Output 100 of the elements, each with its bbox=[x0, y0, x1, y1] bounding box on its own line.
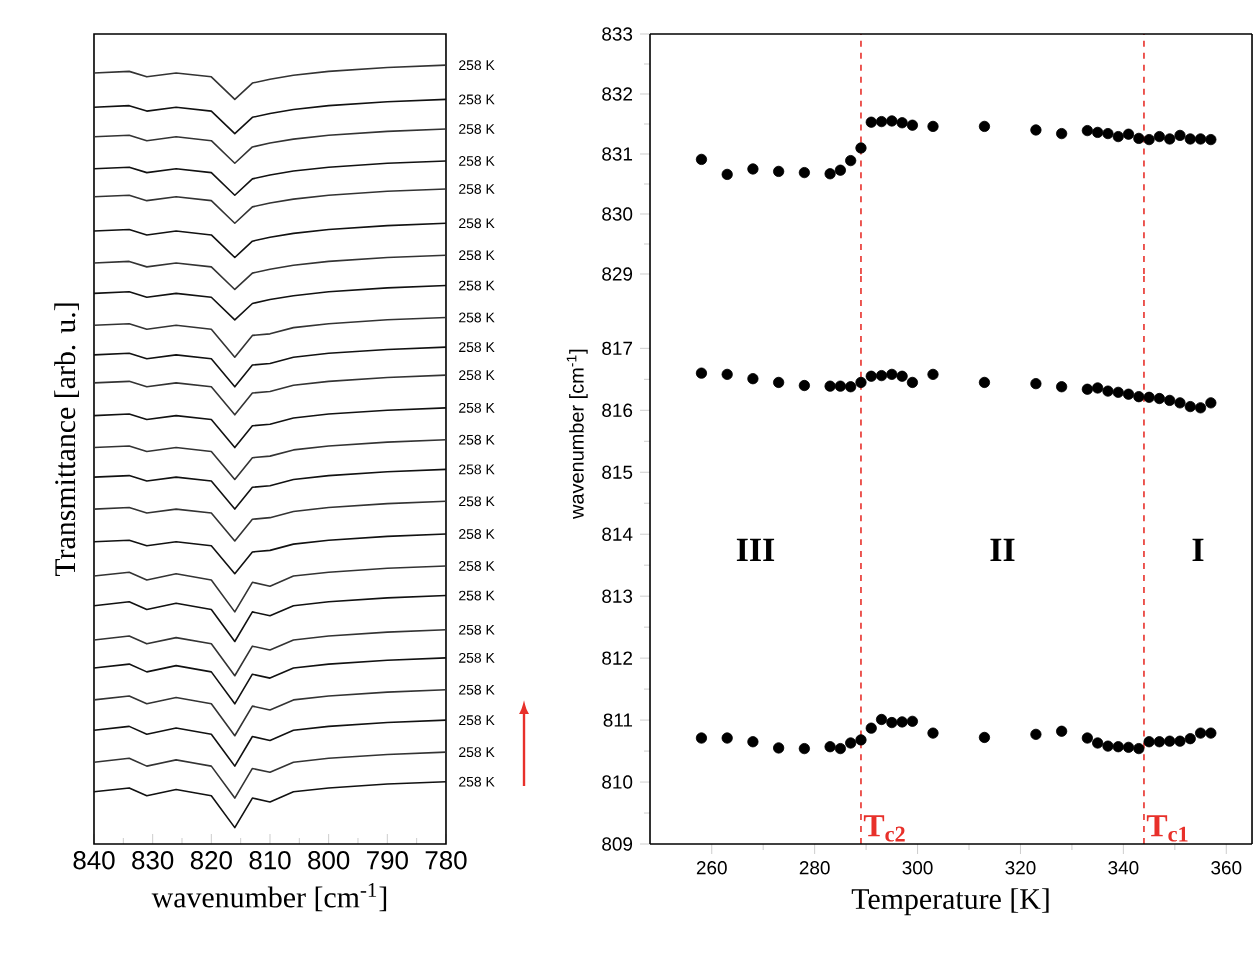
point bbox=[1092, 737, 1104, 749]
y-tick-label: 832 bbox=[602, 87, 633, 101]
point bbox=[1122, 388, 1135, 400]
x-tick-label: 830 bbox=[132, 851, 174, 870]
x-tick-label: 840 bbox=[73, 851, 115, 870]
point bbox=[896, 117, 908, 129]
point bbox=[875, 713, 888, 726]
point bbox=[1153, 130, 1165, 143]
point bbox=[1164, 394, 1176, 406]
point bbox=[773, 165, 785, 177]
point bbox=[1056, 381, 1068, 393]
point bbox=[1194, 402, 1207, 414]
y-axis-title: Transmittance [arb. u.] bbox=[54, 303, 79, 577]
point bbox=[906, 376, 919, 389]
point bbox=[747, 736, 759, 748]
point bbox=[927, 368, 939, 380]
point bbox=[1184, 133, 1196, 145]
annotation: III bbox=[736, 538, 775, 561]
y-tick-label: 816 bbox=[602, 403, 633, 418]
point bbox=[886, 115, 898, 127]
point bbox=[721, 168, 733, 180]
x-tick-label: 810 bbox=[249, 851, 291, 870]
point bbox=[1056, 127, 1068, 140]
point bbox=[1112, 741, 1124, 753]
point bbox=[927, 120, 939, 132]
point bbox=[906, 119, 919, 131]
point bbox=[1081, 383, 1093, 395]
point bbox=[1030, 124, 1042, 136]
point bbox=[1143, 736, 1155, 748]
y-tick-label: 812 bbox=[602, 651, 633, 665]
point bbox=[824, 741, 836, 753]
point bbox=[1122, 128, 1135, 140]
point bbox=[798, 742, 810, 755]
y-tick-label: 831 bbox=[602, 147, 633, 161]
point bbox=[1122, 741, 1135, 753]
point bbox=[865, 722, 877, 734]
y-tick-label: 830 bbox=[602, 207, 633, 221]
point bbox=[695, 367, 708, 379]
point bbox=[1153, 736, 1165, 748]
point bbox=[1174, 397, 1186, 409]
x-tick-label: 300 bbox=[902, 861, 933, 875]
point bbox=[1143, 391, 1155, 403]
point bbox=[747, 373, 759, 385]
point bbox=[798, 379, 810, 392]
annotation: II bbox=[990, 538, 1015, 561]
y-tick-label: 810 bbox=[602, 775, 633, 789]
point bbox=[855, 376, 867, 389]
point bbox=[798, 166, 810, 179]
point bbox=[1112, 130, 1124, 143]
point bbox=[886, 368, 898, 380]
ref-line-label: T$_{c1}$ bbox=[1146, 815, 1188, 842]
point bbox=[773, 376, 785, 389]
point bbox=[1102, 740, 1114, 752]
point bbox=[906, 715, 919, 727]
point bbox=[824, 380, 836, 392]
point bbox=[1164, 735, 1176, 747]
point bbox=[875, 370, 888, 382]
point bbox=[695, 153, 708, 165]
y-tick-label: 833 bbox=[602, 27, 633, 41]
point bbox=[1092, 382, 1104, 394]
point bbox=[845, 154, 857, 167]
x-axis-title: Temperature [K] bbox=[851, 888, 1049, 916]
point bbox=[1133, 391, 1145, 403]
point bbox=[1143, 133, 1155, 146]
ref-line-label: T$_{c2}$ bbox=[863, 815, 905, 842]
point bbox=[1056, 725, 1068, 737]
point bbox=[824, 168, 836, 180]
point bbox=[1092, 126, 1104, 138]
x-tick-label: 340 bbox=[1108, 861, 1139, 875]
point bbox=[1194, 133, 1207, 145]
point bbox=[1112, 386, 1124, 398]
point bbox=[896, 370, 908, 382]
point bbox=[1133, 742, 1145, 755]
y-tick-label: 811 bbox=[603, 713, 633, 727]
y-tick-label: 809 bbox=[602, 837, 633, 851]
point bbox=[1081, 732, 1093, 744]
point bbox=[978, 731, 991, 744]
point bbox=[845, 737, 857, 749]
y-tick-label: 817 bbox=[602, 341, 633, 356]
x-tick-label: 280 bbox=[799, 861, 830, 875]
point bbox=[1205, 133, 1217, 146]
point bbox=[886, 716, 898, 729]
point bbox=[1030, 728, 1042, 740]
point bbox=[1184, 400, 1196, 413]
point bbox=[834, 742, 846, 755]
point bbox=[855, 142, 867, 154]
x-tick-label: 790 bbox=[367, 851, 408, 870]
point bbox=[1030, 378, 1042, 390]
point bbox=[845, 381, 857, 393]
point bbox=[865, 370, 877, 382]
y-axis-title: wavenumber [cm$^{-1}$] bbox=[566, 349, 588, 519]
point bbox=[1133, 132, 1145, 144]
point bbox=[1102, 127, 1114, 140]
point bbox=[978, 376, 991, 389]
x-tick-label: 320 bbox=[1005, 861, 1036, 875]
point bbox=[978, 120, 991, 132]
y-tick-label: 829 bbox=[602, 267, 633, 281]
x-tick-label: 260 bbox=[696, 861, 727, 875]
x-axis-title: wavenumber [cm$^{-1}$] bbox=[151, 883, 387, 912]
point bbox=[1205, 727, 1217, 739]
